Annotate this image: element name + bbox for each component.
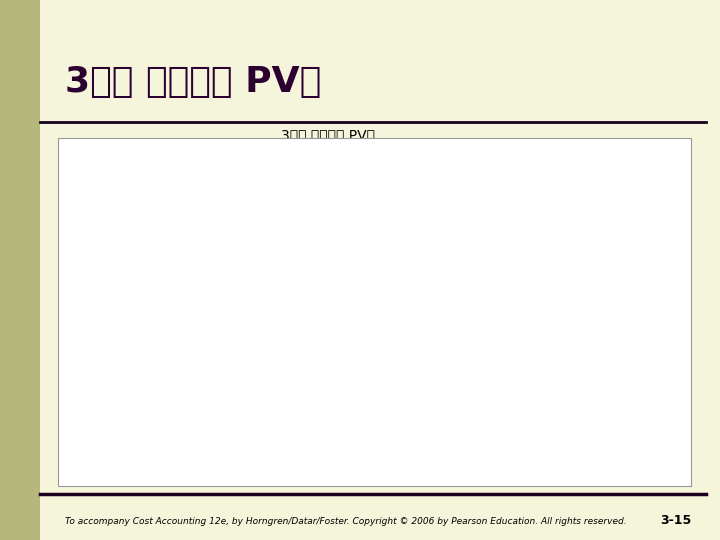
Text: 3-15: 3-15 <box>660 514 691 526</box>
Text: 3가지 선택안의 PV선: 3가지 선택안의 PV선 <box>65 65 321 99</box>
X-axis label: 판매량: 판매량 <box>316 474 339 487</box>
Legend: 선택안1, 선택안2, 선택안3: 선택안1, 선택안2, 선택안3 <box>544 158 629 237</box>
Y-axis label: 금액 ( 달 러 ): 금액 ( 달 러 ) <box>68 269 81 325</box>
Title: 3가지 선택안의 PV선: 3가지 선택안의 PV선 <box>281 128 374 142</box>
Text: To accompany Cost Accounting 12e, by Horngren/Datar/Foster. Copyright © 2006 by : To accompany Cost Accounting 12e, by Hor… <box>65 517 626 526</box>
